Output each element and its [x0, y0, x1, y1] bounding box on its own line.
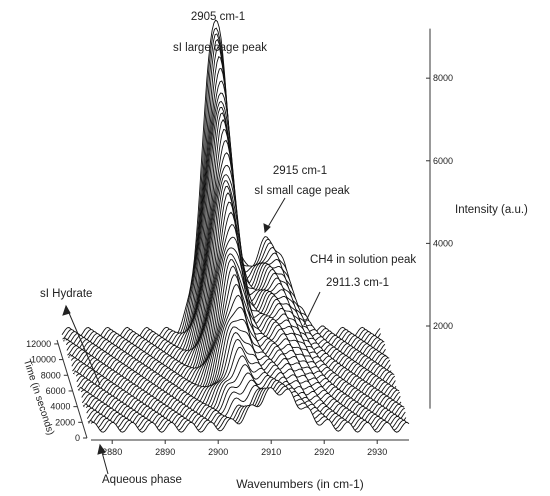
annotation-small-subtitle: sI small cage peak — [254, 185, 349, 197]
spectrum-line-0 — [90, 387, 410, 433]
x-axis-title: Wavenumbers (in cm-1) — [236, 477, 364, 491]
y-tick-label-4000: 4000 — [50, 402, 70, 412]
annotation-small-title: 2915 cm-1 — [273, 165, 327, 177]
x-tick-label-2930: 2930 — [367, 447, 387, 457]
y-tick-label-2000: 2000 — [55, 417, 75, 427]
annotation-large-subtitle: sI large cage peak — [173, 42, 267, 54]
annotation-solution-title: CH4 in solution peak — [310, 254, 416, 266]
z-tick-label-2000: 2000 — [433, 321, 453, 331]
spectra-stack — [61, 19, 410, 438]
spectrum-fill-5 — [87, 378, 406, 428]
hydrate-arrow — [65, 305, 101, 386]
x-tick-label-2920: 2920 — [314, 447, 334, 457]
hydrate-arrow-head — [62, 304, 71, 316]
spectrum-fill-0 — [91, 387, 409, 438]
y-tick-label-8000: 8000 — [41, 370, 61, 380]
x-tick-label-2900: 2900 — [208, 447, 228, 457]
z-tick-label-4000: 4000 — [433, 238, 453, 248]
tick-group: 2880 2890 2900 2910 2920 29300200040006000800… — [26, 73, 453, 457]
solution-peak-leader — [303, 291, 321, 326]
x-tick-label-2910: 2910 — [261, 447, 281, 457]
small-peak-arrow-head — [263, 223, 271, 234]
annotation-large-title: 2905 cm-1 — [191, 11, 245, 23]
x-tick-label-2890: 2890 — [155, 447, 175, 457]
spectrum-line-11 — [83, 338, 403, 411]
x-tick-label-2880: 2880 — [102, 447, 122, 457]
spectrum-line-1 — [90, 385, 409, 431]
y-tick-label-10000: 10000 — [31, 355, 56, 365]
y-tick-label-0: 0 — [75, 433, 80, 443]
annotation-aqueous: Aqueous phase — [102, 474, 182, 486]
spectrum-line-12 — [83, 331, 402, 409]
axes-group — [56, 28, 431, 441]
aqueous-arrow-head — [97, 443, 106, 455]
spectrum-line-28 — [73, 185, 392, 377]
z-tick-label-6000: 6000 — [433, 156, 453, 166]
z-tick-label-8000: 8000 — [433, 73, 453, 83]
annotation-hydrate: sI Hydrate — [40, 288, 92, 300]
spectrum-line-20 — [78, 259, 397, 393]
annotation-solution-subtitle: 2911.3 cm-1 — [326, 277, 389, 289]
z-axis-title: Intensity (a.u.) — [455, 204, 528, 216]
y-tick-label-12000: 12000 — [26, 339, 51, 349]
spectrum-line-19 — [78, 265, 398, 395]
time-axis-line — [56, 339, 88, 439]
y-tick-label-6000: 6000 — [46, 386, 66, 396]
